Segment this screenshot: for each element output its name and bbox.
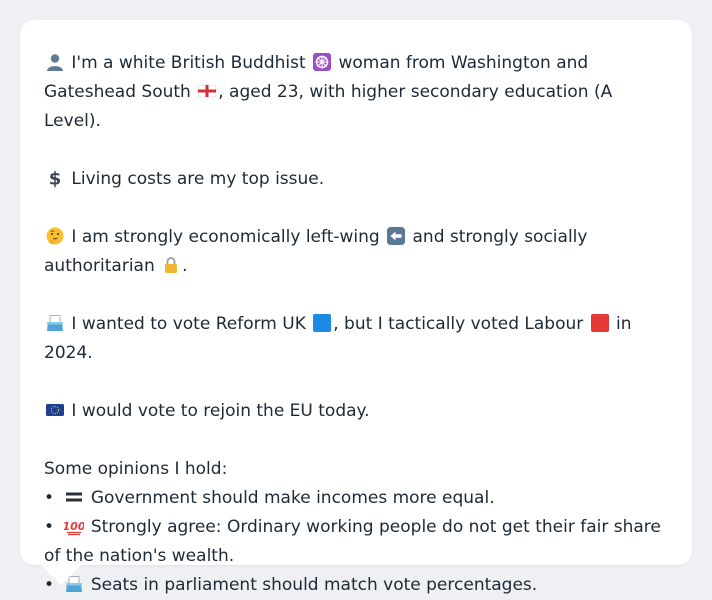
- opinion-text: Government should make incomes more equa…: [90, 488, 495, 508]
- vote-line: I wanted to vote Reform UK , but I tacti…: [44, 310, 668, 368]
- opinions-heading: Some opinions I hold:: [44, 459, 228, 479]
- dollar-sign-icon: $: [45, 168, 65, 189]
- leaning-post-text: and strongly socially authoritarian: [44, 227, 588, 276]
- intro-mid-text: woman from Washington and Gateshead Sout…: [44, 53, 589, 102]
- opinion-text: Strongly agree: Ordinary working people …: [44, 517, 661, 566]
- opinion-item: • Government should make incomes more eq…: [44, 484, 668, 513]
- vote-pre-text: I wanted to vote Reform UK: [71, 314, 306, 334]
- hundred-points-icon: 100: [64, 516, 84, 536]
- dharma-wheel-icon: [312, 52, 332, 72]
- lock-icon: [161, 255, 181, 275]
- opinion-item: • Seats in parliament should match vote …: [44, 571, 668, 600]
- top-issue-line: $ Living costs are my top issue.: [44, 165, 668, 194]
- left-arrow-icon: [386, 226, 406, 246]
- red-square-icon: [590, 313, 610, 333]
- speech-bubble-tail: [40, 564, 82, 585]
- thinking-face-icon: [45, 226, 65, 246]
- eu-flag-icon: [45, 400, 65, 420]
- leaning-end-text: .: [182, 256, 188, 276]
- eu-line: I would vote to rejoin the EU today.: [44, 397, 668, 426]
- leaning-pre-text: I am strongly economically left-wing: [71, 227, 380, 247]
- blue-square-icon: [312, 313, 332, 333]
- vote-mid-text: , but I tactically voted Labour: [333, 314, 584, 334]
- england-flag-icon: [197, 81, 217, 101]
- top-issue-text: Living costs are my top issue.: [71, 169, 325, 189]
- opinion-text: Seats in parliament should match vote pe…: [90, 575, 538, 595]
- intro-post-text: , aged 23, with higher secondary educati…: [44, 82, 613, 131]
- eu-text: I would vote to rejoin the EU today.: [71, 401, 370, 421]
- intro-pre-text: I'm a white British Buddhist: [71, 53, 306, 73]
- ballot-box-icon: [45, 313, 65, 333]
- bullet-marker: •: [44, 488, 55, 508]
- bullet-marker: •: [44, 517, 55, 537]
- leaning-line: I am strongly economically left-wing and…: [44, 223, 668, 281]
- opinion-item: • 100 Strongly agree: Ordinary working p…: [44, 513, 668, 571]
- heavy-equals-icon: [64, 487, 84, 507]
- vote-post-text: in 2024.: [44, 314, 632, 363]
- svg-text:$: $: [49, 169, 62, 189]
- intro-line: I'm a white British Buddhist woman from …: [44, 49, 668, 136]
- persona-card: I'm a white British Buddhist woman from …: [20, 20, 692, 595]
- svg-text:100: 100: [64, 520, 84, 533]
- person-silhouette-icon: [45, 52, 65, 72]
